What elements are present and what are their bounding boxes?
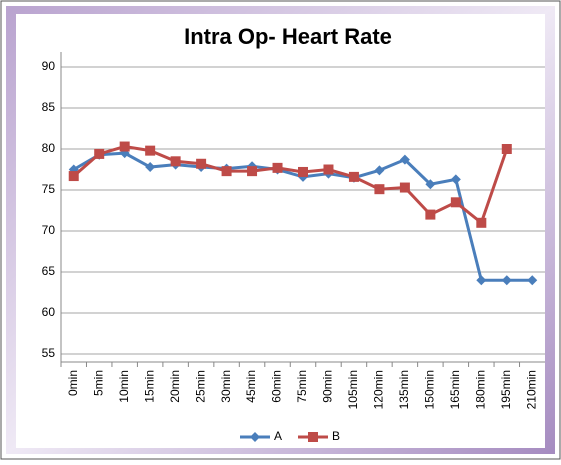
y-tick-label: 70 [42,223,56,237]
x-tick-label: 150min [423,370,437,409]
x-tick-label: 45min [244,370,258,403]
x-tick-label: 15min [142,370,156,403]
data-point [476,217,487,228]
x-tick-label: 195min [499,370,513,409]
legend-marker [250,432,260,442]
x-tick-label: 20min [168,370,182,403]
y-tick-label: 90 [42,59,56,73]
data-point [450,174,461,185]
data-point [527,275,538,286]
data-point [119,141,130,152]
x-tick-label: 0min [66,370,80,396]
x-tick-label: 120min [372,370,386,409]
data-point [501,275,512,286]
data-point [145,162,156,173]
x-tick-label: 30min [219,370,233,403]
data-point [374,165,385,176]
y-tick-label: 60 [42,305,56,319]
data-point [425,179,436,190]
x-tick-label: 180min [473,370,487,409]
legend-label: B [332,429,340,443]
chart-title: Intra Op- Heart Rate [184,24,392,49]
x-tick-label: 165min [448,370,462,409]
y-tick-label: 55 [42,346,56,360]
x-tick-label: 135min [397,370,411,409]
x-tick-label: 25min [193,370,207,403]
x-tick-label: 60min [270,370,284,403]
x-tick-label: 90min [321,370,335,403]
data-point [501,144,512,154]
data-point [476,275,487,286]
data-point [399,154,410,165]
x-tick-label: 75min [295,370,309,403]
data-point [298,166,308,177]
data-point [348,171,359,182]
data-point [323,164,334,175]
data-point [94,148,105,159]
data-point [145,145,156,156]
y-tick-label: 85 [42,100,56,114]
x-tick-label: 105min [346,370,360,409]
data-point [68,171,79,182]
data-point [374,184,385,195]
data-point [247,166,258,177]
data-point [450,197,461,208]
data-point [399,182,410,193]
legend-label: A [274,429,282,443]
data-point [425,209,436,220]
data-point [221,166,232,177]
y-tick-label: 80 [42,141,56,155]
x-tick-label: 210min [524,370,538,409]
y-tick-label: 75 [42,182,56,196]
data-point [272,162,283,173]
x-tick-label: 10min [117,370,131,403]
data-point [170,156,181,167]
y-tick-label: 65 [42,264,56,278]
x-tick-label: 5min [91,370,105,396]
legend-marker [308,432,318,442]
data-point [196,158,207,169]
